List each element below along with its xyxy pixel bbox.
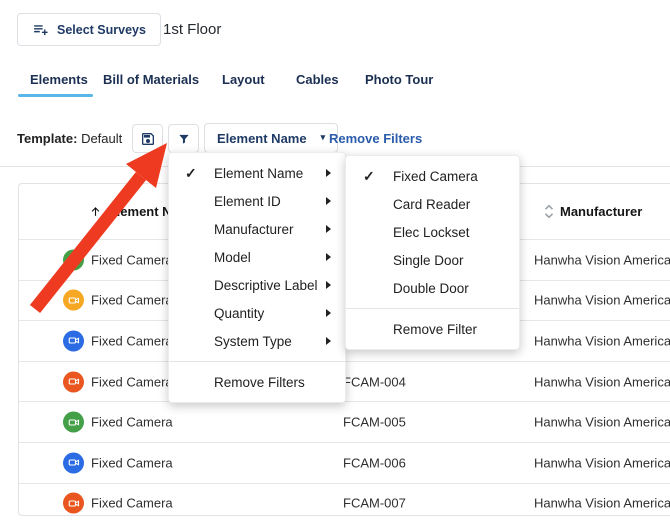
manufacturer-cell: Hanwha Vision America [534,414,670,430]
submenu-item-remove-filter[interactable]: ✓ Remove Filter [393,321,478,337]
submenu-arrow-icon [326,281,331,289]
submenu-arrow-icon [326,225,331,233]
element-name-cell: Fixed Camera [91,455,173,471]
floor-title: 1st Floor [163,21,222,38]
submenu-item-double-door[interactable]: ✓ Double Door [393,280,469,296]
camera-icon [63,249,84,271]
element-name-cell: Fixed Camera [91,414,173,430]
element-id-cell: FCAM-004 [343,374,406,390]
tab-layout[interactable]: Layout [222,72,265,87]
manufacturer-cell: Hanwha Vision America [534,495,670,511]
manufacturer-cell: Hanwha Vision America [534,333,670,349]
element-name-cell: Fixed Camera [91,292,173,308]
tab-cables[interactable]: Cables [296,72,339,87]
submenu-item-card-reader[interactable]: ✓ Card Reader [393,196,471,212]
camera-icon [63,330,84,352]
filter-value-submenu: ✓ Fixed Camera ✓ Card Reader ✓ Elec Lock… [345,155,520,350]
element-name-cell: Fixed Camera [91,252,173,268]
filter-field-label: Element Name [217,130,307,146]
manufacturer-cell: Hanwha Vision America [534,252,670,268]
filter-field-menu: ✓ Element Name ✓ Element ID ✓ Manufactur… [168,152,346,403]
menu-item-element-id[interactable]: ✓ Element ID [169,187,345,215]
manufacturer-cell: Hanwha Vision America [534,292,670,308]
check-icon: ✓ [185,164,197,181]
tab-elements[interactable]: Elements [30,72,88,87]
element-name-cell: Fixed Camera [91,495,173,511]
save-template-button[interactable] [132,124,163,153]
table-row[interactable]: Fixed Camera FCAM-004 Hanwha Vision Amer… [19,360,670,402]
playlist-add-icon [34,25,48,36]
filter-field-button[interactable]: Element Name ▾ [204,123,339,153]
element-id-cell: FCAM-006 [343,455,406,471]
camera-icon [63,289,84,311]
remove-filters-link[interactable]: Remove Filters [329,131,423,146]
camera-icon [63,452,84,474]
column-header-manufacturer[interactable]: Manufacturer [544,184,642,239]
tab-bill-of-materials[interactable]: Bill of Materials [103,72,200,87]
menu-item-model[interactable]: ✓ Model [169,243,345,271]
filter-funnel-icon [178,134,189,144]
manufacturer-cell: Hanwha Vision America [534,455,670,471]
submenu-item-single-door[interactable]: ✓ Single Door [393,252,464,268]
submenu-arrow-icon [326,253,331,261]
table-row[interactable]: Fixed Camera FCAM-007 Hanwha Vision Amer… [19,482,670,524]
chevron-down-icon: ▾ [320,131,326,142]
submenu-arrow-icon [326,197,331,205]
menu-item-manufacturer[interactable]: ✓ Manufacturer [169,215,345,243]
element-name-cell: Fixed Camera [91,374,173,390]
check-icon: ✓ [363,167,375,184]
manufacturer-cell: Hanwha Vision America [534,374,670,390]
camera-icon [63,411,84,433]
menu-item-remove-filters[interactable]: ✓ Remove Filters [214,374,305,390]
element-name-cell: Fixed Camera [91,333,173,349]
tab-photo-tour[interactable]: Photo Tour [365,72,434,87]
active-tab-indicator [18,94,93,97]
menu-divider [169,361,345,362]
select-surveys-button[interactable]: Select Surveys [17,13,161,46]
table-row[interactable]: Fixed Camera FCAM-006 Hanwha Vision Amer… [19,441,670,483]
menu-item-system-type[interactable]: ✓ System Type [169,327,345,355]
sort-ascending-icon [91,207,100,216]
menu-item-element-name[interactable]: ✓ Element Name [169,159,345,187]
camera-icon [63,492,84,514]
save-icon [141,132,154,145]
camera-icon [63,371,84,393]
element-id-cell: FCAM-007 [343,495,406,511]
menu-item-descriptive-label[interactable]: ✓ Descriptive Label [169,271,345,299]
submenu-arrow-icon [326,169,331,177]
submenu-item-fixed-camera[interactable]: ✓ Fixed Camera [363,167,478,184]
filter-button[interactable] [168,124,199,153]
submenu-arrow-icon [326,309,331,317]
menu-divider [346,308,519,309]
tab-bar: Elements Bill of Materials Layout Cables… [0,72,670,98]
template-selector[interactable]: Template: Default ▾ [17,124,136,155]
sort-toggle-icon [544,204,554,219]
element-id-cell: FCAM-005 [343,414,406,430]
template-label: Template: [17,131,78,146]
submenu-arrow-icon [326,337,331,345]
menu-item-quantity[interactable]: ✓ Quantity [169,299,345,327]
column-label: Manufacturer [560,204,643,219]
template-value: Default [81,131,123,146]
submenu-item-elec-lockset[interactable]: ✓ Elec Lockset [393,224,470,240]
select-surveys-label: Select Surveys [57,22,146,37]
table-row[interactable]: Fixed Camera FCAM-005 Hanwha Vision Amer… [19,401,670,442]
